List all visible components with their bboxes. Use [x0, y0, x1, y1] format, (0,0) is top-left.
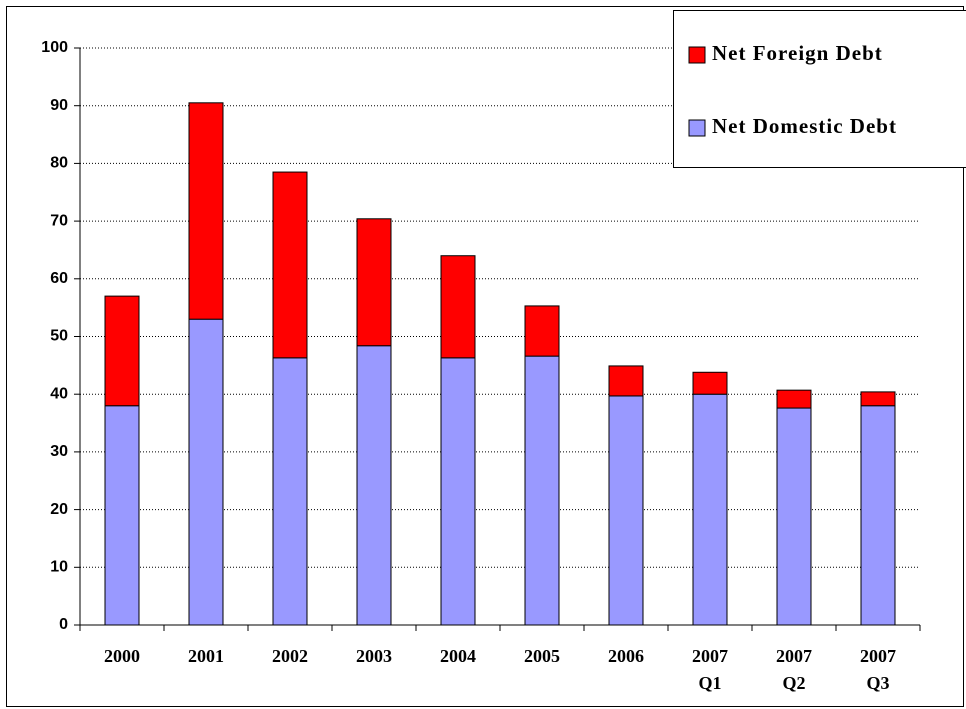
bar-segment	[860, 391, 896, 407]
y-tick-label: 90	[50, 97, 68, 114]
bar-segment	[440, 357, 476, 626]
bar-segment	[776, 389, 812, 409]
bar-segment	[188, 318, 224, 626]
x-tick-label: 2002	[272, 646, 308, 666]
y-tick-label: 30	[50, 443, 68, 460]
x-tick-label: 2001	[188, 646, 224, 666]
bar-segment	[440, 255, 476, 359]
legend: Net Foreign Debt Net Domestic Debt	[673, 10, 966, 168]
x-tick-label: 2005	[524, 646, 560, 666]
legend-label: Net Domestic Debt	[712, 114, 897, 138]
bar-segment	[860, 405, 896, 626]
y-tick-label: 70	[50, 212, 68, 229]
y-tick-label: 80	[50, 155, 68, 172]
bar-segment	[524, 355, 560, 626]
x-tick-label: 2007 Q3	[860, 646, 896, 693]
bar-segment	[272, 357, 308, 626]
legend-swatch	[688, 119, 706, 137]
y-tick-label: 40	[50, 385, 68, 402]
y-tick-label: 100	[41, 39, 68, 56]
x-tick-label: 2007 Q2	[776, 646, 812, 693]
x-tick-label: 2000	[104, 646, 140, 666]
bar-segment	[104, 295, 140, 407]
x-tick-label: 2003	[356, 646, 392, 666]
y-tick-label: 0	[59, 616, 68, 633]
bar-segment	[356, 218, 392, 347]
bar-segment	[104, 405, 140, 626]
x-tick-label: 2006	[608, 646, 644, 666]
bar-segment	[272, 171, 308, 359]
bar-segment	[188, 102, 224, 320]
y-tick-label: 10	[50, 559, 68, 576]
bar-segment	[524, 305, 560, 357]
bar-segment	[356, 345, 392, 626]
x-tick-label: 2004	[440, 646, 476, 666]
y-tick-label: 20	[50, 501, 68, 518]
bar-segment	[692, 393, 728, 626]
bar-segment	[692, 371, 728, 395]
legend-box	[673, 10, 966, 168]
x-tick-label: 2007 Q1	[692, 646, 728, 693]
bar-segment	[776, 407, 812, 626]
bar-segment	[608, 395, 644, 626]
y-tick-label: 60	[50, 270, 68, 287]
y-tick-label: 50	[50, 328, 68, 345]
legend-swatch	[688, 46, 706, 64]
legend-label: Net Foreign Debt	[712, 41, 883, 65]
bar-segment	[608, 365, 644, 397]
